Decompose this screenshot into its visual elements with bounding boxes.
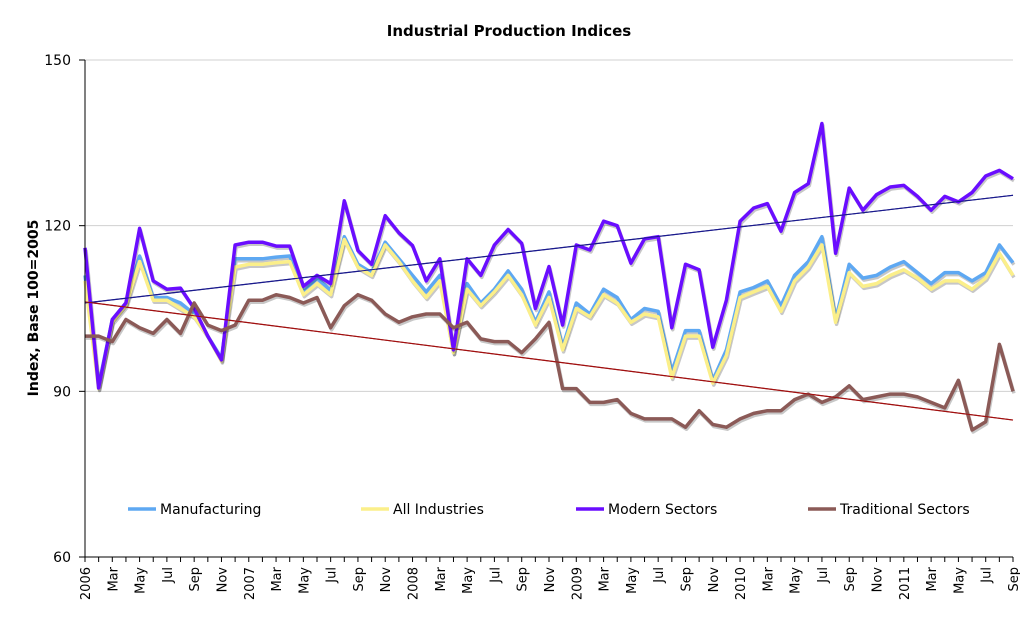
x-tick-label: Jul [652, 567, 667, 584]
x-tick-label: Sep [1007, 567, 1020, 592]
x-tick-label: 2008 [407, 567, 422, 600]
legend-label: Traditional Sectors [839, 502, 970, 518]
x-tick-label: Mar [434, 566, 449, 591]
x-tick-label: May [297, 567, 312, 594]
y-tick-label: 150 [44, 53, 71, 69]
x-tick-label: Sep [679, 567, 694, 592]
y-tick-label: 90 [53, 384, 71, 400]
x-tick-label: Nov [215, 567, 230, 593]
x-tick-label: 2011 [898, 567, 913, 600]
x-tick-label: May [789, 567, 804, 594]
x-tick-label: 2009 [570, 567, 585, 600]
x-tick-label: Sep [516, 567, 531, 592]
trendlines [84, 194, 1014, 421]
x-tick-label: 2007 [243, 567, 258, 600]
legend-item: Traditional Sectors [808, 502, 970, 518]
x-tick-label: May [134, 567, 149, 594]
x-tick-label: Sep [188, 567, 203, 592]
series-lines [83, 121, 1016, 434]
x-tick-label: 2010 [734, 567, 749, 600]
legend-label: All Industries [393, 502, 484, 518]
series-line-modern-sectors [83, 121, 1014, 390]
x-tick-label: May [461, 567, 476, 594]
y-axis-ticks: 60 90 120 150 [44, 53, 85, 566]
chart-title: Industrial Production Indices [387, 22, 632, 40]
legend-label: Manufacturing [160, 502, 261, 518]
series-shadow [84, 236, 1016, 390]
legend-label: Modern Sectors [608, 502, 717, 518]
series-line-traditional-sectors [85, 292, 1015, 432]
x-tick-label: May [625, 567, 640, 594]
x-tick-label: Nov [871, 567, 886, 593]
x-tick-label: Sep [352, 567, 367, 592]
x-tick-label: May [952, 567, 967, 594]
x-tick-label: Nov [707, 567, 722, 593]
x-tick-label: Sep [843, 567, 858, 592]
legend-item: Modern Sectors [576, 502, 717, 518]
trendline-overlay [84, 194, 1014, 304]
series-shadow [84, 123, 1015, 392]
legend: Manufacturing All Industries Modern Sector… [128, 502, 970, 518]
x-tick-label: Mar [925, 566, 940, 591]
x-tick-label: Nov [379, 567, 394, 593]
x-tick-label: Nov [543, 567, 558, 593]
x-tick-label: Jul [161, 567, 176, 584]
gridlines [85, 59, 1013, 392]
x-tick-label: Jul [325, 567, 340, 584]
x-tick-label: Jul [816, 567, 831, 584]
x-tick-label: Mar [598, 566, 613, 591]
series-line-all-industries [83, 237, 1015, 391]
series-line-manufacturing [83, 234, 1015, 388]
x-tick-label: Mar [270, 566, 285, 591]
y-axis-label: Index, Base 100=2005 [26, 220, 42, 397]
x-tick-label: Jul [488, 567, 503, 584]
y-tick-label: 120 [44, 219, 71, 235]
y-tick-label: 60 [53, 550, 71, 566]
legend-item: All Industries [361, 502, 484, 518]
legend-item: Manufacturing [128, 502, 261, 518]
x-tick-label: 2006 [79, 567, 94, 600]
x-tick-label: Jul [980, 567, 995, 584]
x-tick-label: Mar [761, 566, 776, 591]
trendline-overlay [84, 301, 1014, 421]
x-tick-label: Mar [106, 566, 121, 591]
x-axis-ticks: 2006 Mar May Jul Sep Nov 2007 Mar May Jul Sep Nov 20… [79, 557, 1020, 600]
